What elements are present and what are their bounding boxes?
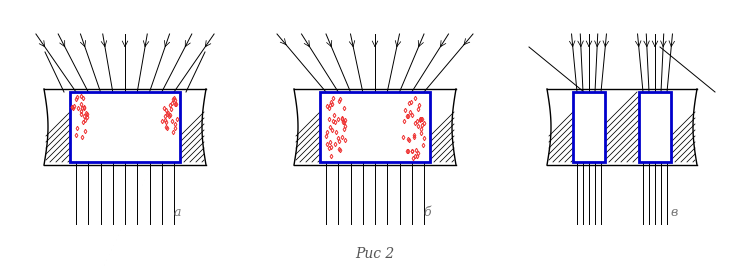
Bar [573,92,605,162]
Text: в: в [670,205,678,218]
Text: а: а [173,205,181,218]
Text: Рис 2: Рис 2 [356,247,395,261]
Text: б: б [423,205,430,218]
Bar [70,92,180,162]
Bar [639,92,671,162]
Bar [320,92,430,162]
